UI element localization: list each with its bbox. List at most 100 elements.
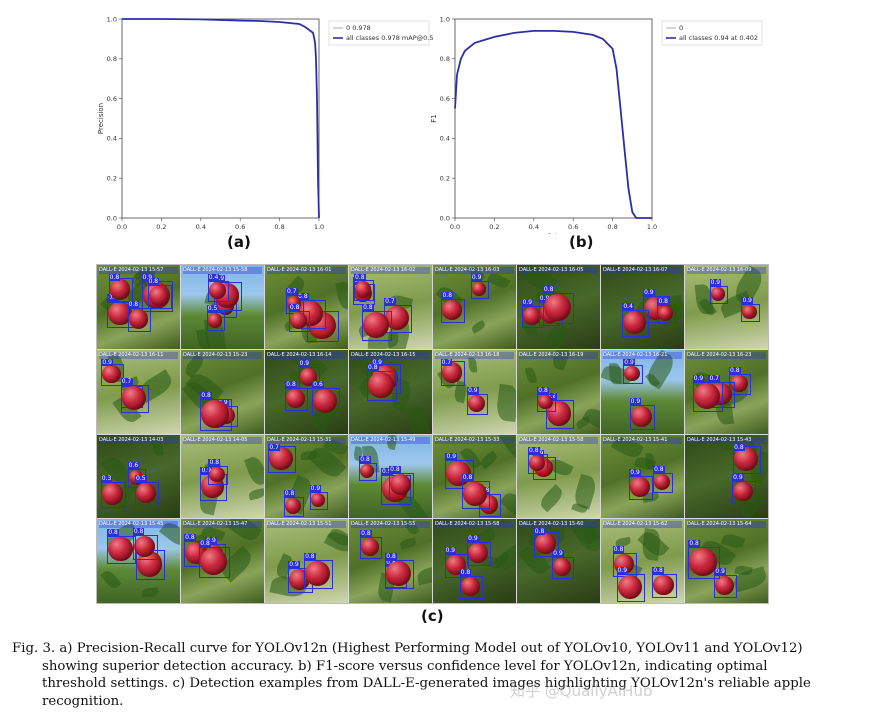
confidence-label: 0.9 xyxy=(200,467,213,475)
y-axis-label: F1 xyxy=(430,114,438,122)
detection-box xyxy=(467,542,492,567)
apple xyxy=(658,306,674,322)
tile-filename: DALL-E 2024-02-13 15-23 xyxy=(183,351,262,359)
detection-box xyxy=(741,303,760,322)
confidence-label: 0.9 xyxy=(616,566,629,574)
confidence-label: 0.8 xyxy=(147,278,160,286)
apple xyxy=(468,395,486,413)
figure-caption: Fig. 3. a) Precision-Recall curve for YO… xyxy=(12,640,862,710)
caption-line-3: threshold settings. c) Detection example… xyxy=(42,676,811,691)
tile-filename: DALL-E 2024-02-13 14-03 xyxy=(99,436,178,444)
apple xyxy=(543,294,571,322)
leaf-shape xyxy=(525,366,538,385)
apple xyxy=(733,481,753,502)
detection-box xyxy=(199,546,231,578)
tile-filename: DALL-E 2024-02-13 15-58 xyxy=(435,521,514,529)
detection-box xyxy=(657,305,677,325)
detection-box xyxy=(147,285,172,310)
detection-tile: DALL-E 2024-02-13 15-64 0.9 0.8 xyxy=(685,519,768,603)
detection-box xyxy=(206,312,226,331)
detection-tile: DALL-E 2024-02-13 15-58 0.9 0.9 0.8 xyxy=(433,519,516,603)
confidence-label: 0.9 xyxy=(309,485,322,493)
detection-tile: DALL-E 2024-02-13 16-020.80.70.80.8 xyxy=(349,265,432,349)
x-tick-label: 0.6 xyxy=(568,223,578,231)
confidence-label: 0.9 xyxy=(470,274,483,281)
legend-box xyxy=(661,20,763,46)
confidence-label: 0.8 xyxy=(283,489,296,497)
leaf-shape xyxy=(406,405,432,434)
apple xyxy=(133,535,156,558)
apple xyxy=(128,309,149,330)
apple xyxy=(742,304,757,319)
tile-filename: DALL-E 2024-02-13 16-01 xyxy=(267,267,346,274)
apple xyxy=(553,558,572,577)
x-tick-label: 0.4 xyxy=(529,223,539,231)
legend-box xyxy=(328,20,430,46)
confidence-label: 0.7 xyxy=(286,288,298,296)
detection-tile: DALL-E 2024-02-13 15-580.90.8 xyxy=(517,434,600,519)
confidence-label: 0.9 xyxy=(371,358,383,366)
detection-tile: DALL-E 2024-02-13 15-550.80.80.8 xyxy=(349,519,432,603)
detection-box xyxy=(309,492,328,511)
detection-box xyxy=(478,494,502,517)
apple xyxy=(386,561,412,586)
precision-recall-chart: 0.0 0.2 0.4 0.6 0.8 1.0 0.0 0.2 0.4 0.6 0.8 1.0 Reca… xyxy=(97,15,433,234)
confidence-label: 0.8 xyxy=(359,456,371,463)
apple xyxy=(534,533,556,555)
detection-box xyxy=(729,373,751,396)
confidence-label: 0.9 xyxy=(298,360,311,368)
confidence-label: 0.4 xyxy=(622,302,634,310)
confidence-label: 0.9 xyxy=(101,358,113,366)
detection-box xyxy=(622,309,650,337)
detection-tile: DALL-E 2024-02-13 14-03 0.6 0.3 0.5 xyxy=(97,434,180,519)
detection-tile: DALL-E 2024-02-13 16-05 0.9 0.9 0.8 xyxy=(517,265,600,349)
detection-tile: DALL-E 2024-02-13 15-450.90.80.8 xyxy=(97,519,180,603)
detection-tile: DALL-E 2024-02-13 16-03 0.9 0.8 xyxy=(433,265,516,349)
detection-box xyxy=(385,560,415,589)
apple xyxy=(390,473,412,495)
detection-tile: DALL-E 2024-02-13 15-570.80.80.90.80.8 xyxy=(97,265,180,349)
apple xyxy=(284,497,302,515)
confidence-label: 0.8 xyxy=(127,301,140,309)
detection-box xyxy=(127,308,152,333)
confidence-label: 0.9 xyxy=(381,467,393,475)
detection-box xyxy=(527,454,549,475)
detection-box xyxy=(732,480,756,505)
tile-filename: DALL-E 2024-02-13 16-19 xyxy=(519,351,598,359)
tile-filename: DALL-E 2024-02-13 15-41 xyxy=(603,436,682,444)
confidence-label: 0.9 xyxy=(692,374,705,382)
detection-box xyxy=(367,371,398,402)
detection-box xyxy=(629,404,656,431)
apple xyxy=(121,385,147,411)
apple xyxy=(522,306,541,326)
confidence-label: 0.8 xyxy=(367,364,379,372)
apple xyxy=(693,382,720,409)
leaf-shape xyxy=(247,488,264,501)
leaf-shape xyxy=(495,383,516,422)
leaf-shape xyxy=(415,563,432,585)
confidence-label: 0.8 xyxy=(537,386,549,394)
apple xyxy=(108,537,133,562)
detection-box xyxy=(653,473,674,494)
apple xyxy=(201,400,229,428)
detection-tile: DALL-E 2024-02-13 16-010.80.80.70.8 xyxy=(265,265,348,349)
apple xyxy=(360,464,375,479)
leaf-shape xyxy=(243,455,264,489)
confidence-label: 0.8 xyxy=(184,533,196,541)
y-axis-label: Precision xyxy=(97,103,105,134)
confidence-label: 0.8 xyxy=(297,293,309,301)
plot-frame xyxy=(121,18,320,219)
detection-tile: DALL-E 2024-02-13 15-580.90.90.40.5 xyxy=(181,265,264,349)
apple xyxy=(689,548,717,576)
apple xyxy=(108,301,132,326)
apple xyxy=(289,311,307,329)
detection-tile: DALL-E 2024-02-13 15-43 0.9 0.8 xyxy=(685,434,768,519)
leaf-shape xyxy=(536,483,566,513)
detection-tile: DALL-E 2024-02-13 16-190.80.8 xyxy=(517,349,600,434)
apple xyxy=(630,477,650,497)
detection-box xyxy=(652,573,677,599)
confidence-label: 0.8 xyxy=(729,366,741,374)
detection-box xyxy=(268,446,296,474)
y-tick-label: 0.4 xyxy=(440,135,450,143)
apple xyxy=(654,474,671,491)
